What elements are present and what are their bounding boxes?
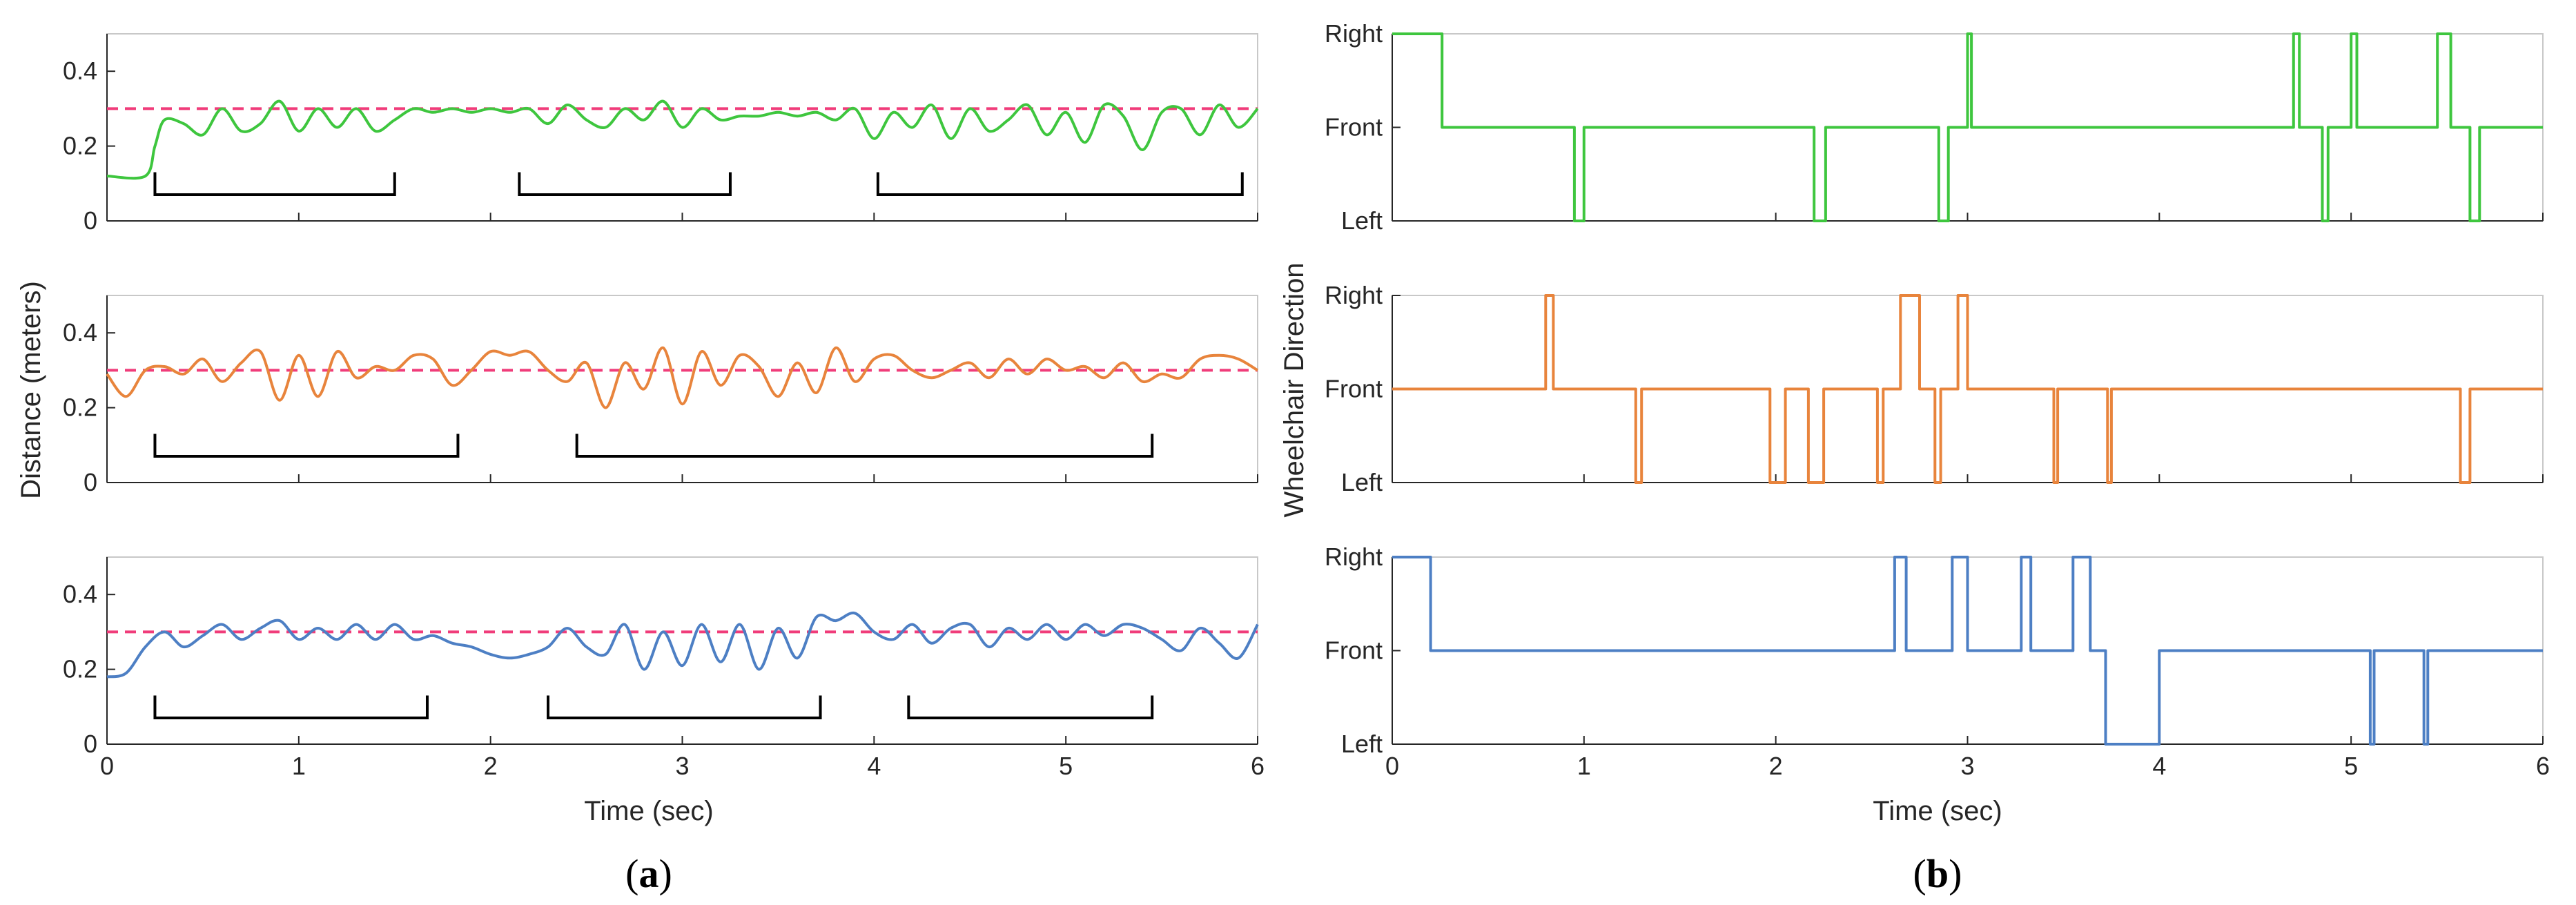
panel-b-sub1-series-line xyxy=(1392,32,2543,222)
panel-a-sub3-frame xyxy=(106,556,1258,745)
panel-a-sub2-series-line xyxy=(106,346,1259,409)
panel-a-sub3-ytick-label: 0 xyxy=(84,730,97,758)
panel-a-sub2-ytick-label: 0.4 xyxy=(63,318,97,347)
panel-a-xlabel: Time (sec) xyxy=(584,796,713,826)
panel-a-sub2-bracket xyxy=(153,434,460,458)
panel-b-sub3-ytick-label: Right xyxy=(1325,543,1383,571)
panel-a-sub3-ytick-label: 0.4 xyxy=(63,580,97,608)
panel-b-xlabel: Time (sec) xyxy=(1873,796,2002,826)
panel-b-sub1-ytick-label: Right xyxy=(1325,19,1383,48)
panel-a-sub3-xtick-label: 5 xyxy=(1059,752,1073,780)
panel-a-sub3-xtick-label: 3 xyxy=(675,752,689,780)
panel-a-sub1-series-line xyxy=(106,99,1259,180)
panel-b-sub3-ytick-label: Front xyxy=(1325,636,1383,665)
panel-b-sub3-ytick-label: Left xyxy=(1341,730,1383,758)
panel-b-sub3-xtick-label: 4 xyxy=(2152,752,2166,780)
panel-a-sub3-xtick-label: 1 xyxy=(292,752,306,780)
panel-b-sub3-xtick-label: 0 xyxy=(1385,752,1399,780)
panel-a-sub3-xtick-label: 4 xyxy=(867,752,881,780)
panel-a-sub3-ytick-label: 0.2 xyxy=(63,655,97,683)
panel-b-sub1-ytick-label: Front xyxy=(1325,113,1383,142)
panel-a-sub3-xtick-label: 0 xyxy=(100,752,114,780)
panel-b-ylabel: Wheelchair Direction xyxy=(1279,262,1309,517)
panel-b-sub3-xtick-label: 6 xyxy=(2536,752,2550,780)
panel-a-sub3-xtick-label: 6 xyxy=(1251,752,1265,780)
panel-a-label: (a) xyxy=(625,851,672,896)
panel-a-sub3-bracket xyxy=(547,695,822,720)
panel-a-sub1-bracket xyxy=(518,172,732,197)
panel-b-sub2-ytick-label: Left xyxy=(1341,468,1383,496)
panel-a-sub3-bracket xyxy=(907,695,1154,720)
panel-a-sub1-bracket xyxy=(876,172,1244,197)
panel-b-sub3-series-line xyxy=(1392,556,2543,746)
panel-b-sub2-ytick-label: Front xyxy=(1325,375,1383,403)
panel-a-sub1-ytick-label: 0.2 xyxy=(63,132,97,160)
panel-a-sub2-ytick-label: 0.2 xyxy=(63,393,97,422)
panel-b-sub1-ytick-label: Left xyxy=(1341,206,1383,235)
panel-a-sub2-bracket xyxy=(575,434,1154,458)
panel-b-sub3-xtick-label: 2 xyxy=(1769,752,1783,780)
panel-a-sub3-xtick-label: 2 xyxy=(484,752,498,780)
panel-b-sub3-xtick-label: 3 xyxy=(1960,752,1974,780)
panel-a-sub3-series-line xyxy=(106,611,1259,679)
panel-b-sub3-xtick-label: 5 xyxy=(2344,752,2358,780)
panel-b-label: (b) xyxy=(1913,851,1962,896)
panel-a-sub3-bracket xyxy=(153,695,429,720)
panel-a-sub1-ytick-label: 0 xyxy=(84,206,97,235)
panel-a-sub1-ytick-label: 0.4 xyxy=(63,57,97,85)
panel-a-sub2-ytick-label: 0 xyxy=(84,468,97,496)
panel-a-sub2-frame xyxy=(106,295,1258,483)
panel-a-ylabel: Distance (meters) xyxy=(16,281,46,499)
panel-b-sub2-series-line xyxy=(1392,294,2543,484)
plots-group: 0 0.2 0.4 0 0.2 0.4 0 0.2 0.4 0 1 2 3 4 5 6 Left Front Rig… xyxy=(63,19,2550,780)
panel-b-sub3-xtick-label: 1 xyxy=(1577,752,1591,780)
panel-b-sub2-ytick-label: Right xyxy=(1325,281,1383,309)
panel-a-sub1-bracket xyxy=(153,172,396,197)
